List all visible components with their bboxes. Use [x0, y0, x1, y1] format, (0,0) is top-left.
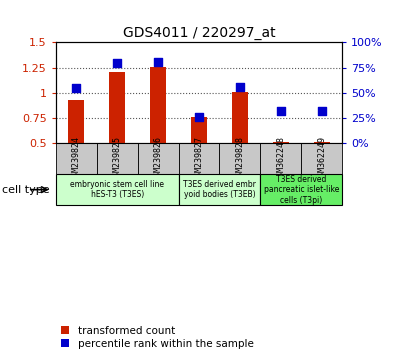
- Bar: [138, 143, 179, 174]
- Bar: [314, 142, 330, 143]
- Text: GSM239826: GSM239826: [154, 136, 162, 181]
- Bar: [97, 143, 138, 174]
- Point: [73, 85, 79, 90]
- Bar: [219, 143, 260, 174]
- Bar: [56, 143, 97, 174]
- Bar: [56, 174, 179, 205]
- Bar: [150, 67, 166, 143]
- Text: GSM362248: GSM362248: [276, 136, 285, 181]
- Title: GDS4011 / 220297_at: GDS4011 / 220297_at: [123, 26, 275, 40]
- Point: [319, 108, 325, 113]
- Text: T3ES derived embr
yoid bodies (T3EB): T3ES derived embr yoid bodies (T3EB): [183, 180, 256, 199]
- Point: [237, 84, 243, 90]
- Point: [278, 108, 284, 113]
- Point: [155, 59, 161, 64]
- Bar: [232, 92, 248, 143]
- Text: GSM362249: GSM362249: [317, 136, 326, 181]
- Text: GSM239827: GSM239827: [195, 136, 203, 181]
- Point: [114, 60, 120, 65]
- Bar: [191, 116, 207, 143]
- Bar: [179, 174, 260, 205]
- Bar: [109, 72, 125, 143]
- Text: GSM239825: GSM239825: [113, 136, 122, 181]
- Text: GSM239828: GSM239828: [236, 136, 244, 181]
- Text: T3ES derived
pancreatic islet-like
cells (T3pi): T3ES derived pancreatic islet-like cells…: [263, 175, 339, 205]
- Text: GSM239824: GSM239824: [72, 136, 81, 181]
- Bar: [301, 143, 342, 174]
- Legend: transformed count, percentile rank within the sample: transformed count, percentile rank withi…: [61, 326, 254, 349]
- Bar: [260, 174, 342, 205]
- Text: embryonic stem cell line
hES-T3 (T3ES): embryonic stem cell line hES-T3 (T3ES): [70, 180, 164, 199]
- Point: [196, 114, 202, 120]
- Bar: [260, 143, 301, 174]
- Bar: [68, 99, 84, 143]
- Text: cell type: cell type: [2, 185, 50, 195]
- Bar: [273, 142, 289, 143]
- Bar: [179, 143, 219, 174]
